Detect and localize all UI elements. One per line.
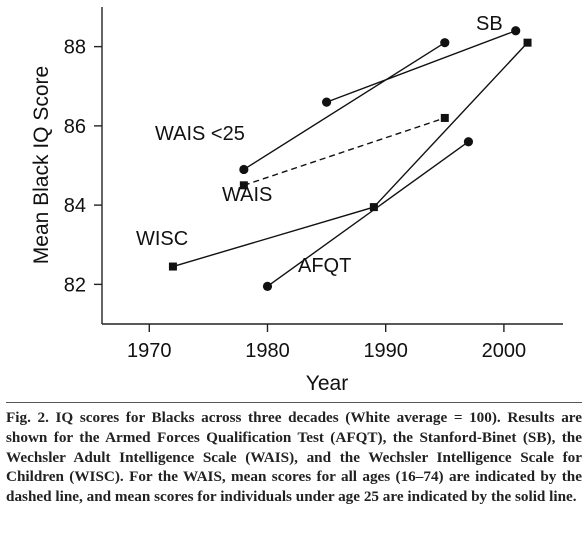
y-ticks: 82 84 86 88	[64, 37, 102, 296]
x-ticks: 1970 1980 1990 2000	[127, 324, 526, 362]
series-labels: SB WAIS <25 WAIS WISC AFQT	[136, 13, 503, 277]
x-tick-label: 1980	[245, 340, 290, 362]
axes	[101, 7, 563, 325]
series-label-sb: SB	[476, 13, 503, 35]
caption-label: Fig. 2.	[6, 409, 49, 426]
data-point-wisc	[168, 262, 177, 271]
x-tick-label: 1970	[127, 340, 172, 362]
caption-text: IQ scores for Blacks across three decade…	[6, 409, 582, 506]
y-tick-label: 88	[64, 37, 86, 59]
series-line-wisc	[172, 42, 529, 268]
data-point-afqt	[262, 281, 273, 291]
series-wais-25	[239, 38, 450, 175]
data-point-wais-25	[239, 164, 249, 175]
series-line-sb	[326, 30, 516, 103]
data-point-sb	[511, 26, 521, 36]
y-tick-label: 84	[64, 195, 86, 217]
x-axis-title: Year	[306, 372, 348, 395]
series-line-afqt	[267, 141, 469, 287]
data-point-wais-25	[440, 38, 450, 48]
y-tick-label: 86	[64, 116, 86, 138]
series-line-wais	[243, 117, 446, 186]
series-line-wais-25	[243, 42, 446, 171]
series-layer	[168, 26, 532, 291]
data-point-afqt	[463, 137, 474, 147]
series-label-wisc: WISC	[136, 228, 188, 250]
chart: 1970 1980 1990 2000 82 84 86 88 SB WAIS <25 WA…	[30, 7, 563, 395]
data-point-wisc	[523, 38, 532, 47]
series-wais	[239, 113, 449, 190]
series-afqt	[262, 137, 474, 291]
figure-caption: Fig. 2. IQ scores for Blacks across thre…	[6, 402, 582, 507]
series-wisc	[168, 38, 532, 271]
series-label-wais-under-25: WAIS <25	[155, 123, 245, 145]
series-label-wais: WAIS	[222, 184, 272, 206]
data-point-wais	[440, 113, 449, 122]
y-axis-title: Mean Black IQ Score	[30, 66, 53, 264]
series-sb	[321, 26, 521, 107]
series-label-afqt: AFQT	[298, 255, 351, 277]
x-tick-label: 1990	[363, 340, 408, 362]
data-point-wisc	[369, 203, 378, 212]
data-point-sb	[321, 97, 332, 107]
data-point-wais	[239, 181, 248, 190]
y-tick-label: 82	[64, 274, 86, 296]
x-tick-label: 2000	[482, 340, 527, 362]
